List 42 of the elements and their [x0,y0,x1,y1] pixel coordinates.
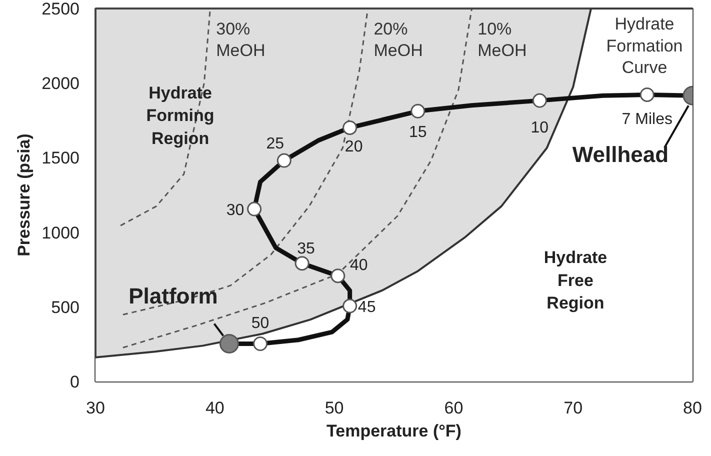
y-tick-label: 2000 [42,74,80,94]
point [253,336,268,351]
point [294,256,310,271]
annotation: 7 Miles [622,111,672,128]
annotation: 25 [266,136,284,153]
annotation: 50 [251,314,270,332]
x-tick-label: 60 [444,398,464,418]
annotation: 15 [408,124,427,142]
series-label: 30% MeOH [216,19,266,60]
y-tick-label: 0 [70,372,80,392]
y-tick-label: 500 [51,298,80,317]
x-tick-label: 80 [683,398,702,418]
y-tick-label: 1500 [42,148,80,168]
point [342,120,358,135]
x-axis-title: Temperature (°F) [326,422,462,440]
point [532,93,547,108]
x-tick-label: 40 [205,398,224,418]
annotation: Hydrate Forming Region [146,83,214,148]
annotation: Wellhead [572,142,669,168]
annotation: 30 [226,202,244,220]
point [247,202,262,216]
series-label: 20% MeOH [374,19,423,60]
y-axis-title: Pressure (psia) [14,134,34,256]
line-series [122,8,472,348]
series-label: Hydrate Formation Curve [606,14,683,78]
annotation: 40 [350,256,368,274]
y-tick-label: 2500 [42,0,80,18]
annotation: 35 [297,240,316,258]
x-tick-label: 70 [564,398,583,418]
series-label: 10% MeOH [478,19,527,60]
point [640,88,654,102]
y-tick-label: 1000 [42,223,80,242]
point [342,298,358,314]
annotation: 10 [530,120,549,137]
x-tick-label: 30 [86,398,105,418]
point [330,268,346,284]
annotation: 20 [344,138,363,156]
x-tick-label: 50 [324,398,344,418]
point [410,104,426,118]
point [276,153,292,168]
annotation: 45 [358,299,376,316]
annotation: Hydrate Free Region [544,248,608,313]
